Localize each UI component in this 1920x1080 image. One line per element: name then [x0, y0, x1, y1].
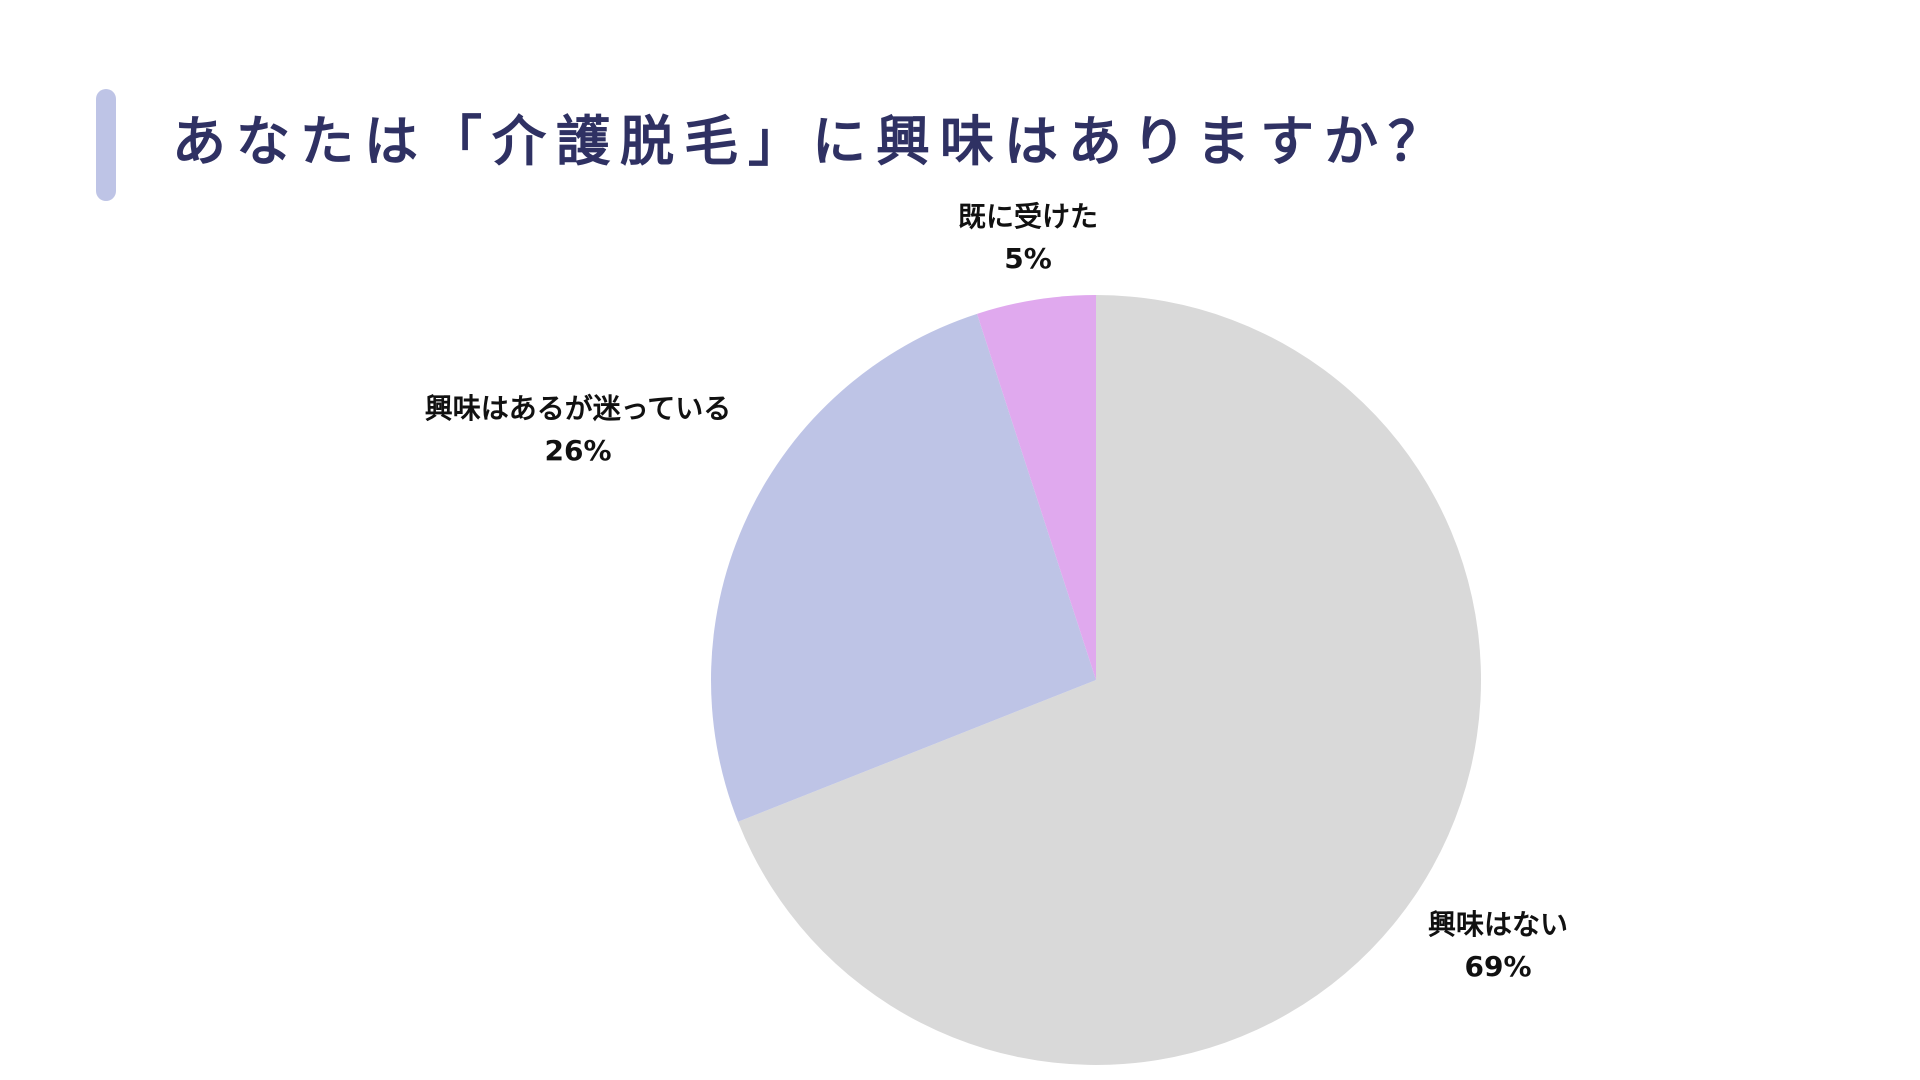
- slice-label-1: 興味はない: [1428, 908, 1568, 941]
- title-accent-bar: [96, 89, 116, 201]
- slice-value-label-2: 26%: [544, 434, 611, 467]
- slice-value-label-3: 5%: [1004, 242, 1052, 275]
- slice-label-2: 興味はあるが迷っている: [425, 392, 732, 425]
- pie-slice-2: [711, 313, 1096, 822]
- pie-slices: [711, 294, 1482, 1065]
- pie-slice-1: [738, 294, 1482, 1065]
- slide-title: あなたは「介護脱毛」に興味はありますか？: [172, 110, 1452, 173]
- pie-slice-3: [977, 295, 1096, 680]
- pie-labels: 興味はない 69% 興味はあるが迷っている 26% 既に受けた 5%: [425, 200, 1568, 983]
- slice-value-label-1: 69%: [1464, 950, 1531, 983]
- slice-label-3: 既に受けた: [958, 200, 1098, 233]
